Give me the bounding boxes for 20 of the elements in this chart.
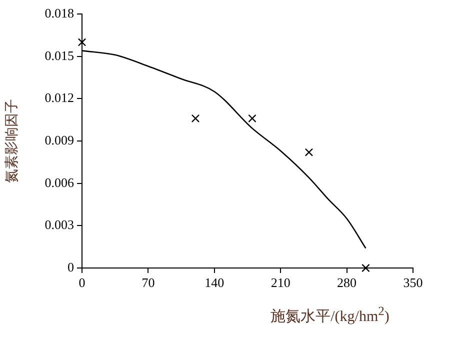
- x-tick-label: 280: [337, 275, 357, 290]
- y-axis-title: 氮素影响因子: [4, 99, 20, 183]
- point: [362, 264, 370, 272]
- x-tick-label: 70: [142, 275, 155, 290]
- y-tick-label: 0.012: [44, 90, 74, 106]
- y-tick-label: 0.018: [44, 5, 74, 20]
- x-tick-label: 210: [270, 275, 290, 290]
- point: [78, 38, 86, 46]
- y-tick-label: 0: [68, 259, 74, 274]
- point: [304, 148, 314, 156]
- x-tick-label: 140: [204, 275, 224, 290]
- y-tick-label: 0.006: [44, 174, 74, 190]
- x-tick-label: 0: [78, 275, 86, 290]
- y-tick-label: 0.009: [44, 132, 74, 148]
- point: [191, 114, 200, 123]
- y-tick-label: 0.003: [44, 217, 74, 232]
- x-tick-label: 350: [403, 275, 423, 290]
- y-tick-label: 0.015: [44, 48, 74, 63]
- point: [248, 114, 256, 123]
- x-axis-title: 施氮水平/(kg/hm$^{2}$): [270, 304, 390, 326]
